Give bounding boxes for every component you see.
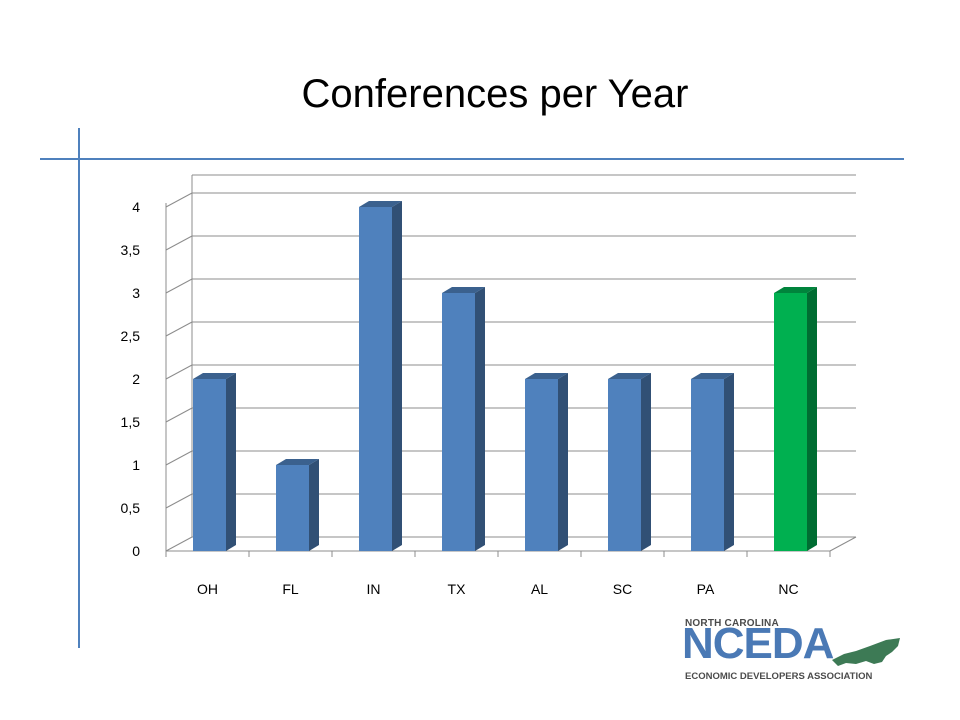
bar-top [691, 373, 734, 379]
bar-pa [691, 373, 734, 551]
x-tick-label: TX [448, 581, 467, 597]
bar-fl [276, 459, 319, 551]
gridline-diagonal [165, 278, 193, 294]
bar-front [691, 379, 724, 551]
bar-top [442, 287, 485, 293]
bar-in [359, 201, 402, 551]
bar-top [276, 459, 319, 465]
bar-sc [608, 373, 651, 551]
bar-nc [774, 287, 817, 551]
chart-title: Conferences per Year [301, 72, 689, 116]
bar-top [774, 287, 817, 293]
x-tick-label: PA [697, 581, 715, 597]
y-tick-label: 1 [132, 457, 140, 473]
x-tick-label: OH [197, 581, 218, 597]
y-tick-label: 0,5 [121, 500, 141, 516]
logo-bottom-text: ECONOMIC DEVELOPERS ASSOCIATION [685, 671, 873, 682]
bar-front [525, 379, 558, 551]
bar-top [359, 201, 402, 207]
bar-side [724, 373, 734, 551]
gridline-diagonal [165, 364, 193, 380]
axis-labels: 0 0,5 1 1,5 2 2,5 3 3,5 4 OH FL IN TX AL SC PA NC [121, 199, 799, 597]
gridline-diagonal [165, 321, 193, 337]
x-tick-label: SC [613, 581, 632, 597]
logo-top-text: NORTH CAROLINA [685, 618, 779, 629]
bar-side [558, 373, 568, 551]
gridline-diagonal [165, 450, 193, 466]
y-tick-label: 1,5 [121, 414, 141, 430]
decorative-vertical-line [78, 128, 80, 648]
bar-side [807, 287, 817, 551]
bar-side [641, 373, 651, 551]
north-carolina-state-icon [832, 638, 900, 666]
x-tick-label: AL [531, 581, 548, 597]
bar-side [226, 373, 236, 551]
bar-front [774, 293, 807, 551]
y-tick-label: 3,5 [121, 242, 141, 258]
gridlines [165, 192, 856, 509]
decorative-horizontal-line [40, 158, 904, 160]
gridline-diagonal [165, 192, 193, 208]
bar-front [276, 465, 309, 551]
floor-left-edge [165, 536, 193, 552]
bars [193, 201, 817, 551]
x-tick-label: IN [367, 581, 381, 597]
y-tick-label: 4 [132, 199, 140, 215]
bar-al [525, 373, 568, 551]
bar-top [193, 373, 236, 379]
bar-side [475, 287, 485, 551]
bar-tx [442, 287, 485, 551]
gridline-diagonal [165, 407, 193, 423]
floor-right-edge [829, 536, 857, 552]
logo-main-text: NCEDA [682, 619, 834, 668]
axes [165, 174, 857, 557]
state-shape [832, 638, 900, 666]
gridline-diagonal [165, 235, 193, 251]
bar-oh [193, 373, 236, 551]
y-tick-label: 0 [132, 543, 140, 559]
gridline-diagonal [165, 493, 193, 509]
bar-side [392, 201, 402, 551]
nceda-logo: NORTH CAROLINA NCEDA ECONOMIC DEVELOPERS… [682, 618, 912, 688]
bar-front [442, 293, 475, 551]
bar-front [193, 379, 226, 551]
y-tick-label: 3 [132, 285, 140, 301]
bar-top [525, 373, 568, 379]
x-tick-label: FL [282, 581, 299, 597]
y-tick-label: 2,5 [121, 328, 141, 344]
x-tick-label: NC [778, 581, 798, 597]
bar-top [608, 373, 651, 379]
y-tick-label: 2 [132, 371, 140, 387]
bar-front [608, 379, 641, 551]
bar-front [359, 207, 392, 551]
bar-side [309, 459, 319, 551]
